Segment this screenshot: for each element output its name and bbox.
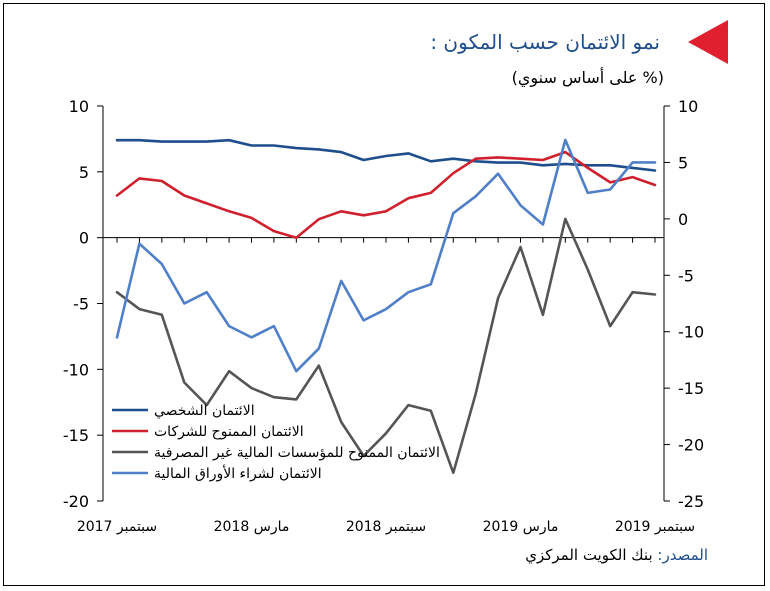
left-tick-label: 5 <box>79 163 89 182</box>
x-tick-label: سبتمبر 2017 <box>77 519 157 535</box>
chart-series <box>115 138 657 475</box>
right-tick-label: -5 <box>678 266 694 285</box>
left-tick-label: -15 <box>63 426 89 445</box>
left-tick-label: -10 <box>63 360 89 379</box>
chart-legend: الائتمان الشخصي الائتمان الممنوح للشركات ا… <box>112 403 440 482</box>
x-axis-ticks: سبتمبر 2017 مارس 2018 سبتمبر 2018 مارس 2019… <box>77 237 695 535</box>
series-line-1 <box>115 138 657 172</box>
x-tick-label: سبتمبر 2019 <box>615 519 695 535</box>
chart-subtitle: (% على أساس سنوي) <box>511 68 664 87</box>
series-line-2 <box>115 150 657 239</box>
title-marker-triangle <box>688 20 728 64</box>
right-tick-label: 10 <box>678 97 698 116</box>
right-tick-label: -15 <box>678 379 704 398</box>
legend-label-3: الائتمان الممنوح للمؤسسات المالية غير ال… <box>154 445 440 461</box>
x-tick-label: مارس 2018 <box>214 519 290 535</box>
right-tick-label: -25 <box>678 492 704 511</box>
right-tick-label: 5 <box>678 153 688 172</box>
source-text: بنك الكويت المركزي <box>525 546 653 564</box>
series-line-3 <box>115 217 657 475</box>
legend-label-2: الائتمان الممنوح للشركات <box>154 424 304 440</box>
chart-title: نمو الائتمان حسب المكون : <box>430 30 660 54</box>
left-tick-label: -20 <box>63 492 89 511</box>
x-tick-label: مارس 2019 <box>483 519 559 535</box>
source-note: المصدر: بنك الكويت المركزي <box>525 546 708 564</box>
right-tick-label: -10 <box>678 323 704 342</box>
legend-label-4: الائتمان لشراء الأوراق المالية <box>154 464 322 482</box>
legend-label-1: الائتمان الشخصي <box>154 403 255 419</box>
left-axis-ticks: 10 5 0 -5 -10 -15 -20 <box>63 97 103 511</box>
right-tick-label: -20 <box>678 436 704 455</box>
left-tick-label: -5 <box>73 295 89 314</box>
series-line-4 <box>115 138 657 373</box>
left-tick-label: 10 <box>69 97 89 116</box>
x-tick-label: سبتمبر 2018 <box>346 519 426 535</box>
left-tick-label: 0 <box>79 229 89 248</box>
chart-frame <box>3 3 765 586</box>
source-label: المصدر: <box>657 546 708 564</box>
right-axis-ticks: 10 5 0 -5 -10 -15 -20 -25 <box>664 97 704 511</box>
right-tick-label: 0 <box>678 210 688 229</box>
